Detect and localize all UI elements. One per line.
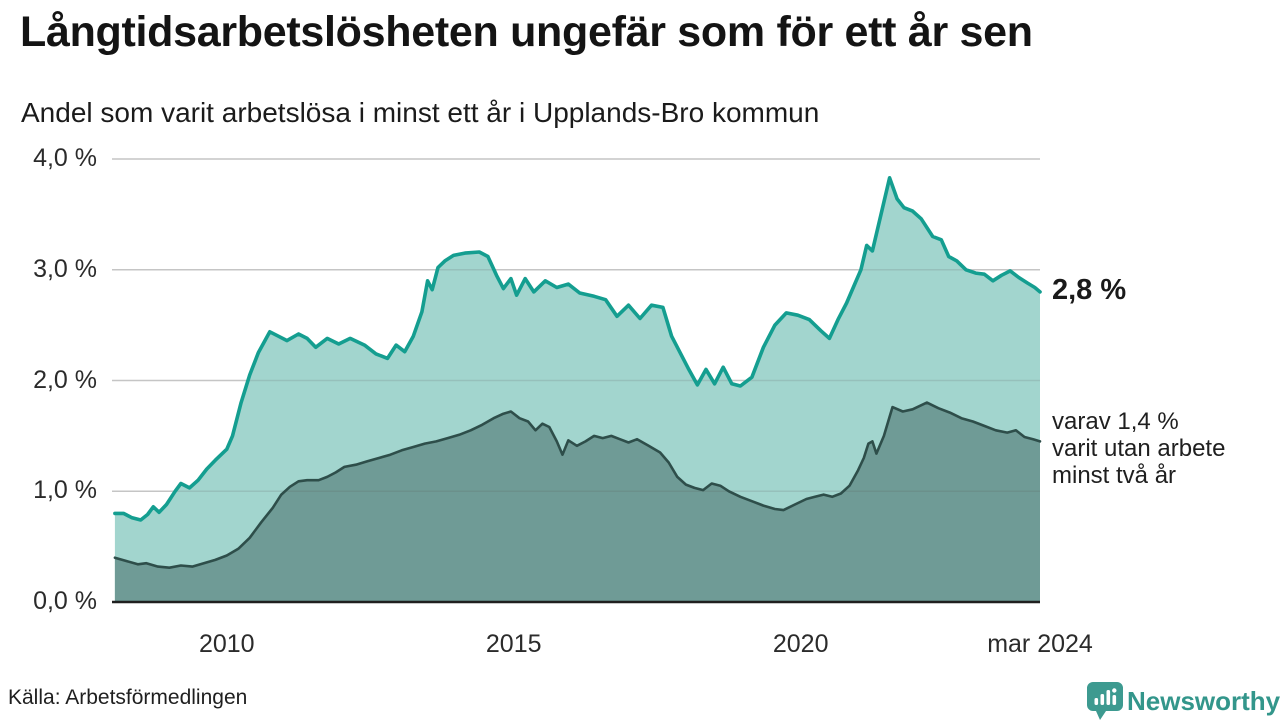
y-tick-label: 0,0 % bbox=[33, 587, 97, 615]
two-year-share-line-3: minst två år bbox=[1052, 462, 1177, 489]
y-tick-label: 1,0 % bbox=[33, 476, 97, 505]
line-two-years bbox=[113, 401, 1042, 569]
y-tick-label: 3,0 % bbox=[33, 254, 97, 283]
newsworthy-logo-icon bbox=[1087, 682, 1123, 720]
two-year-share-label: varav 1,4 % varit utan arbete minst två … bbox=[1052, 408, 1225, 489]
y-tick-label: 4,0 % bbox=[33, 144, 97, 172]
latest-value-label: 2,8 % bbox=[1052, 274, 1127, 306]
x-tick-label: 2010 bbox=[198, 630, 255, 658]
two-year-share-line-2: varit utan arbete bbox=[1052, 435, 1226, 462]
newsworthy-logo-text: Newsworthy bbox=[1127, 686, 1280, 716]
two-year-share-line-1: varav 1,4 % bbox=[1052, 408, 1179, 435]
line-one-year bbox=[113, 176, 1042, 522]
chart-subtitle: Andel som varit arbetslösa i minst ett å… bbox=[21, 97, 820, 128]
x-tick-label: 2020 bbox=[772, 630, 829, 658]
x-tick-label: 2015 bbox=[485, 630, 542, 658]
y-tick-label: 2,0 % bbox=[33, 365, 97, 394]
page-title: Långtidsarbetslösheten ungefär som för e… bbox=[20, 8, 1033, 56]
x-tick-label: mar 2024 bbox=[987, 630, 1093, 658]
area-fill-two-years bbox=[114, 402, 1040, 602]
source-attribution: Källa: Arbetsförmedlingen bbox=[8, 686, 248, 709]
